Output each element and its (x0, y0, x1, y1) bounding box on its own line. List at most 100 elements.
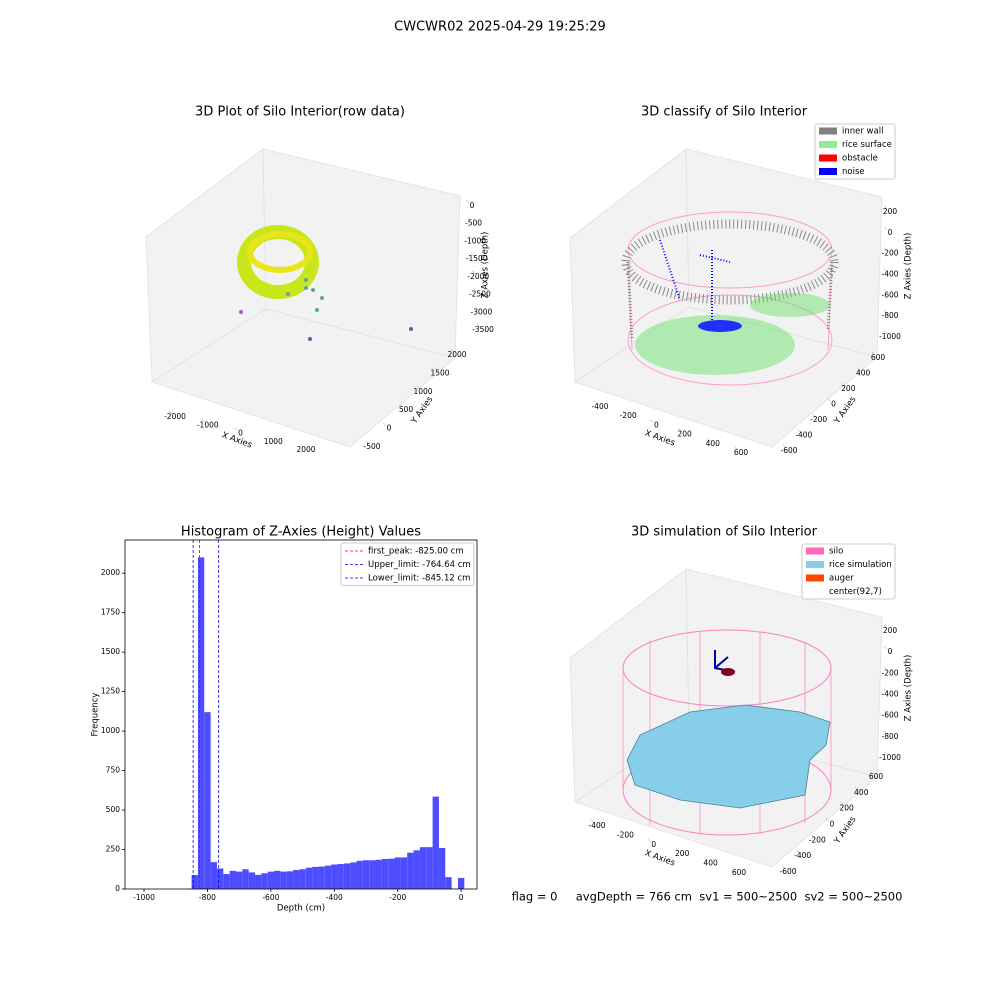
z-tick-label: 0 (470, 201, 475, 210)
y-tick (842, 382, 846, 387)
y-tick-label: -400 (794, 851, 811, 860)
bar (457, 877, 465, 889)
bar (299, 869, 306, 889)
x-tick-label: -200 (389, 893, 406, 902)
y-tick (399, 403, 404, 408)
z-tick (883, 709, 888, 713)
z-axis-label: Z Axies (Depth) (904, 655, 914, 722)
bar (223, 873, 230, 889)
x-tick-label: -800 (199, 893, 216, 902)
point-cloud (247, 231, 313, 273)
y-tick-label: -400 (795, 431, 812, 440)
y-tick (382, 422, 387, 426)
y-tick (840, 802, 844, 806)
y-tick-label: 500 (399, 405, 414, 414)
x-tick-label: -400 (326, 893, 343, 902)
bar (432, 796, 439, 889)
y-tick (416, 385, 421, 390)
bar (343, 863, 351, 889)
x-tick-label: 200 (675, 849, 690, 858)
rice-surface (626, 704, 831, 809)
z-tick (883, 645, 888, 650)
z-tick-label: 200 (883, 207, 898, 216)
bar (426, 847, 433, 889)
y-tick-label: 600 (869, 772, 884, 781)
bar (274, 870, 281, 889)
bar (210, 862, 217, 889)
z-tick-label: -800 (881, 311, 898, 320)
y-tick (782, 444, 787, 449)
x-tick-label: -1000 (197, 420, 219, 429)
x-tick-label: -400 (591, 402, 608, 411)
bar (445, 877, 452, 889)
z-tick-label: -800 (881, 732, 898, 741)
bar (350, 862, 357, 889)
y-tick-label: -600 (779, 867, 796, 876)
x-tick (650, 419, 654, 423)
x-axis-label: X Axies (220, 430, 253, 450)
panel-3d-simulation (569, 568, 883, 868)
bar (400, 857, 408, 889)
bar (286, 871, 294, 889)
z-tick (883, 205, 888, 210)
y-axis-label: Y Axies (832, 814, 859, 846)
x-tick (678, 428, 682, 432)
legend-label: center(92,7) (829, 587, 882, 597)
x-tick (619, 829, 623, 833)
z-tick-label: -3000 (471, 307, 493, 316)
legend-box (340, 542, 475, 586)
bar (229, 870, 236, 889)
bar (242, 869, 249, 889)
y-tick-label: 250 (106, 845, 121, 854)
bar (337, 864, 344, 889)
bar (388, 858, 395, 889)
y-tick (856, 367, 861, 371)
z-tick (465, 199, 470, 204)
x-tick (621, 409, 626, 414)
legend-swatch (806, 561, 824, 568)
z-tick (883, 309, 888, 314)
wall-points (626, 261, 834, 341)
bar (356, 860, 363, 889)
legend-box (801, 543, 896, 600)
y-tick-label: 2000 (447, 350, 466, 359)
z-tick-label: 0 (888, 647, 893, 656)
bar (324, 865, 332, 889)
x-tick-label: 1000 (264, 437, 283, 446)
y-tick (365, 440, 370, 445)
y-tick-label: 1500 (101, 647, 120, 656)
legend-label: silo (829, 547, 843, 557)
z-tick (883, 247, 888, 251)
x-tick-label: 200 (677, 430, 692, 439)
y-tick-label: 1250 (101, 687, 120, 696)
panel-3d-classify (569, 148, 883, 448)
y-tick (869, 770, 874, 775)
rice-points (635, 315, 795, 375)
legend-label: Upper_limit: -764.64 cm (368, 560, 471, 570)
y-tick-label: -200 (809, 835, 826, 844)
x-tick-label: 600 (734, 448, 749, 457)
y-tick-label: 1500 (430, 368, 449, 377)
bar (197, 557, 205, 889)
z-tick (883, 751, 888, 756)
x-tick-label: -200 (620, 411, 637, 420)
x-tick (590, 819, 595, 824)
y-tick-label: 0 (830, 820, 835, 829)
x-tick-label: 0 (459, 893, 464, 902)
status-text: flag = 0 avgDepth = 766 cm sv1 = 500~250… (512, 890, 903, 904)
x-tick-label: 0 (238, 429, 243, 438)
z-tick-label: -2000 (467, 272, 489, 281)
chart-title: 3D simulation of Silo Interior (631, 525, 818, 540)
bar (318, 866, 325, 889)
z-tick-label: -1000 (879, 753, 901, 762)
z-tick-label: -200 (881, 249, 898, 258)
legend-label: rice simulation (829, 560, 892, 570)
bar (438, 847, 446, 889)
z-tick (476, 323, 481, 328)
bar (255, 874, 262, 889)
z-tick (883, 226, 888, 231)
y-tick (811, 834, 815, 838)
z-tick-label: -400 (881, 690, 898, 699)
z-tick (468, 235, 473, 239)
